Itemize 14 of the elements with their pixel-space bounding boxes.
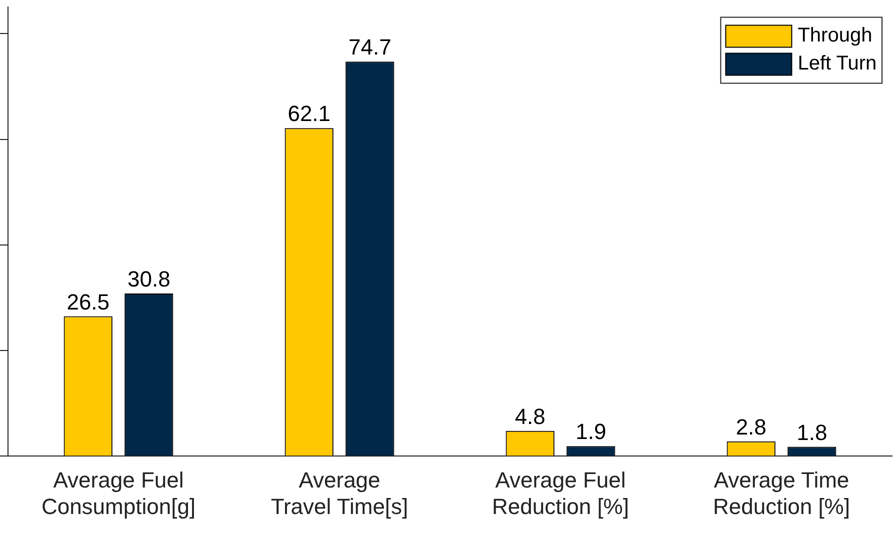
data-label: 62.1: [288, 101, 331, 126]
data-label: 74.7: [348, 34, 392, 60]
data-label: 1.9: [576, 419, 606, 444]
data-label: 30.8: [127, 266, 170, 292]
x-tick-label: Average Time Reduction [%]: [713, 467, 850, 519]
legend-label: Left Turn: [798, 52, 877, 75]
data-label: 26.5: [66, 289, 110, 314]
data-label: 4.8: [514, 404, 546, 429]
legend-label: Through: [798, 24, 872, 47]
x-tick-label: Average Fuel Consumption[g]: [41, 467, 196, 519]
data-label: 1.8: [796, 420, 828, 445]
x-tick-label: Average Fuel Reduction [%]: [492, 467, 629, 519]
x-tick-label: Average Travel Time[s]: [270, 467, 408, 519]
data-label: 2.8: [736, 414, 766, 440]
